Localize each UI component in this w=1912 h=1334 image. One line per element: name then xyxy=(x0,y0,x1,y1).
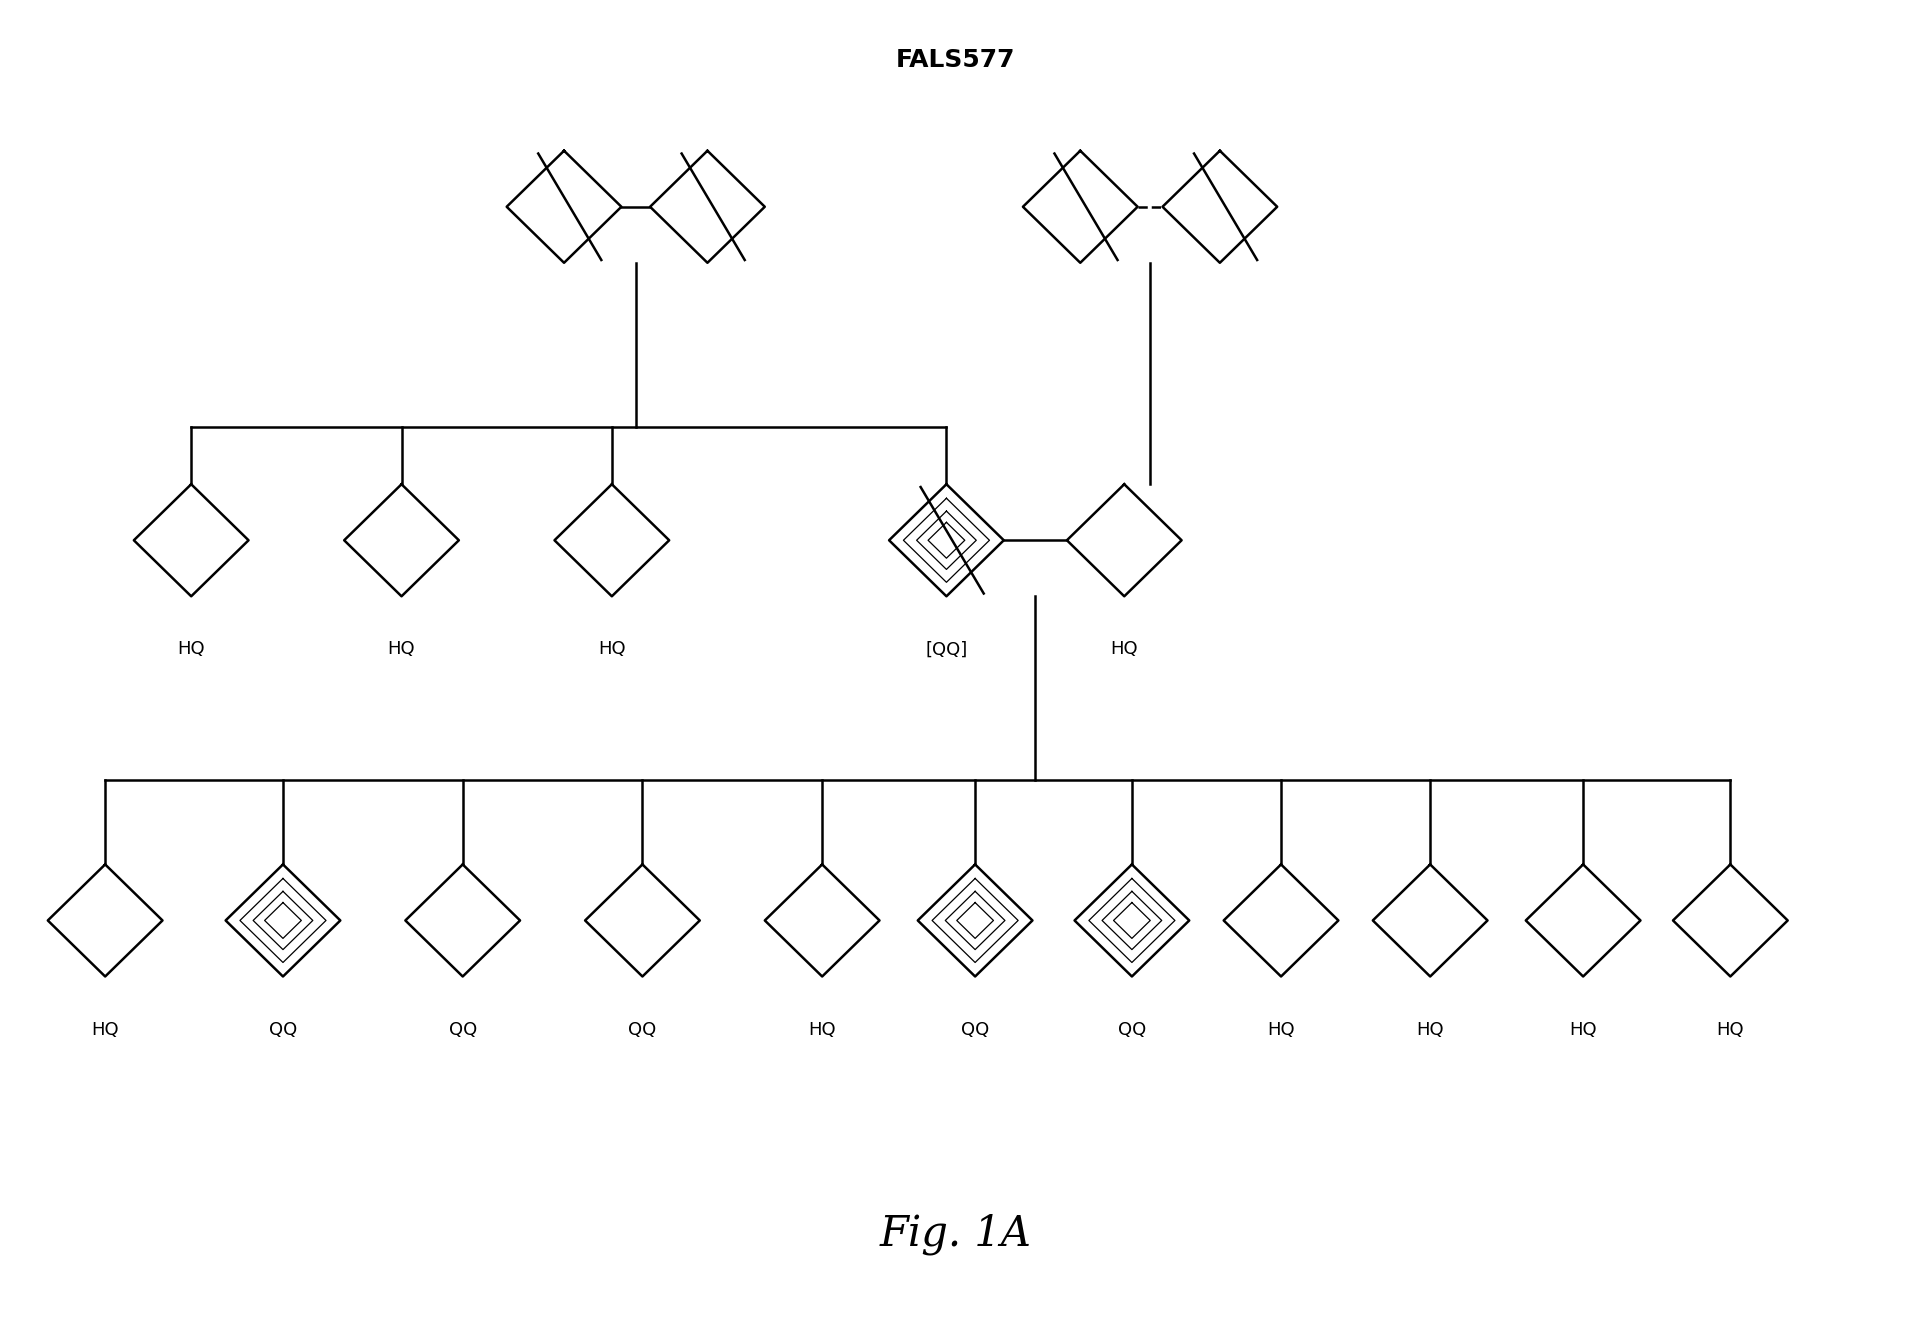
Polygon shape xyxy=(918,864,1032,976)
Polygon shape xyxy=(1526,864,1640,976)
Text: QQ: QQ xyxy=(629,1021,656,1038)
Polygon shape xyxy=(1067,484,1182,596)
Text: HQ: HQ xyxy=(92,1021,119,1038)
Text: QQ: QQ xyxy=(270,1021,296,1038)
Polygon shape xyxy=(585,864,700,976)
Text: HQ: HQ xyxy=(1111,640,1138,658)
Text: QQ: QQ xyxy=(1119,1021,1145,1038)
Polygon shape xyxy=(226,864,340,976)
Text: FALS577: FALS577 xyxy=(897,48,1015,72)
Text: HQ: HQ xyxy=(1417,1021,1444,1038)
Polygon shape xyxy=(650,151,765,263)
Polygon shape xyxy=(1224,864,1338,976)
Polygon shape xyxy=(134,484,249,596)
Polygon shape xyxy=(1075,864,1189,976)
Text: HQ: HQ xyxy=(809,1021,836,1038)
Text: HQ: HQ xyxy=(388,640,415,658)
Text: HQ: HQ xyxy=(1570,1021,1597,1038)
Text: HQ: HQ xyxy=(1268,1021,1294,1038)
Text: HQ: HQ xyxy=(178,640,205,658)
Polygon shape xyxy=(48,864,163,976)
Text: Fig. 1A: Fig. 1A xyxy=(880,1213,1032,1255)
Polygon shape xyxy=(1673,864,1788,976)
Text: [QQ]: [QQ] xyxy=(925,640,967,658)
Polygon shape xyxy=(1023,151,1138,263)
Polygon shape xyxy=(1373,864,1488,976)
Polygon shape xyxy=(889,484,1004,596)
Polygon shape xyxy=(1162,151,1277,263)
Polygon shape xyxy=(554,484,669,596)
Text: QQ: QQ xyxy=(962,1021,989,1038)
Polygon shape xyxy=(507,151,621,263)
Text: QQ: QQ xyxy=(449,1021,476,1038)
Polygon shape xyxy=(765,864,880,976)
Polygon shape xyxy=(344,484,459,596)
Text: HQ: HQ xyxy=(1717,1021,1744,1038)
Polygon shape xyxy=(405,864,520,976)
Text: HQ: HQ xyxy=(598,640,625,658)
